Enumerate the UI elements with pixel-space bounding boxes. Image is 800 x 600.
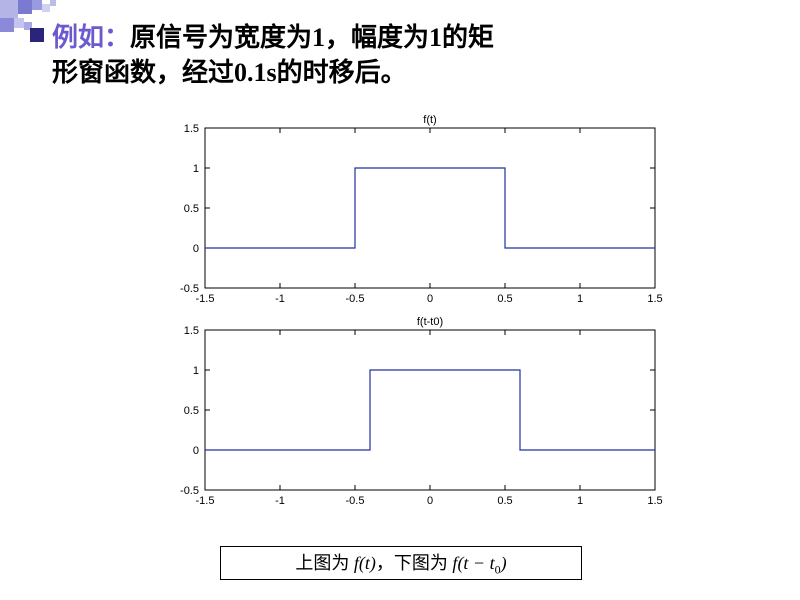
svg-text:-1: -1 (275, 293, 285, 305)
caption-p3: ) (501, 553, 507, 573)
svg-text:1.5: 1.5 (647, 495, 662, 507)
title-line-2: 形窗函数，经过0.1s的时移后。 (52, 55, 760, 90)
svg-text:1.5: 1.5 (184, 123, 199, 135)
svg-text:1: 1 (193, 163, 199, 175)
svg-text:1.5: 1.5 (184, 325, 199, 337)
svg-text:0.5: 0.5 (184, 203, 199, 215)
slide: { "decoration": { "squares": [ {"x":0,"y… (0, 0, 800, 600)
caption-t1: 上图为 (295, 553, 349, 573)
svg-text:-0.5: -0.5 (346, 293, 365, 305)
title-line-1: 例如：原信号为宽度为1，幅度为1的矩 (52, 20, 760, 55)
svg-text:f(t): f(t) (423, 114, 436, 126)
svg-text:-0.5: -0.5 (346, 495, 365, 507)
caption-t2: ，下图为 (376, 553, 448, 573)
caption-p2: (t − t (457, 553, 494, 573)
svg-text:f(t-t0): f(t-t0) (417, 316, 443, 328)
svg-text:0: 0 (427, 495, 433, 507)
svg-text:1: 1 (577, 495, 583, 507)
title-rest-1: 原信号为宽度为1，幅度为1的矩 (130, 23, 494, 52)
bullet-icon (30, 28, 44, 42)
svg-text:0.5: 0.5 (497, 495, 512, 507)
title-block: 例如：原信号为宽度为1，幅度为1的矩 形窗函数，经过0.1s的时移后。 (52, 20, 760, 90)
svg-text:-0.5: -0.5 (180, 485, 199, 497)
svg-text:0.5: 0.5 (497, 293, 512, 305)
caption-p1: (t) (359, 553, 376, 573)
svg-text:0: 0 (427, 293, 433, 305)
chart-area: f(t)-1.5-1-0.500.511.5-0.500.511.5f(t-t0… (155, 110, 675, 510)
caption-text: 上图为 f(t)，下图为 f(t − t0) (295, 549, 506, 578)
svg-text:1: 1 (193, 365, 199, 377)
svg-text:0: 0 (193, 445, 199, 457)
caption-box: 上图为 f(t)，下图为 f(t − t0) (220, 546, 582, 580)
svg-text:0.5: 0.5 (184, 405, 199, 417)
svg-text:0: 0 (193, 243, 199, 255)
svg-text:-1: -1 (275, 495, 285, 507)
svg-text:1: 1 (577, 293, 583, 305)
chart-svg: f(t)-1.5-1-0.500.511.5-0.500.511.5f(t-t0… (155, 110, 675, 510)
svg-text:-0.5: -0.5 (180, 283, 199, 295)
svg-text:1.5: 1.5 (647, 293, 662, 305)
title-prefix: 例如： (52, 23, 130, 52)
